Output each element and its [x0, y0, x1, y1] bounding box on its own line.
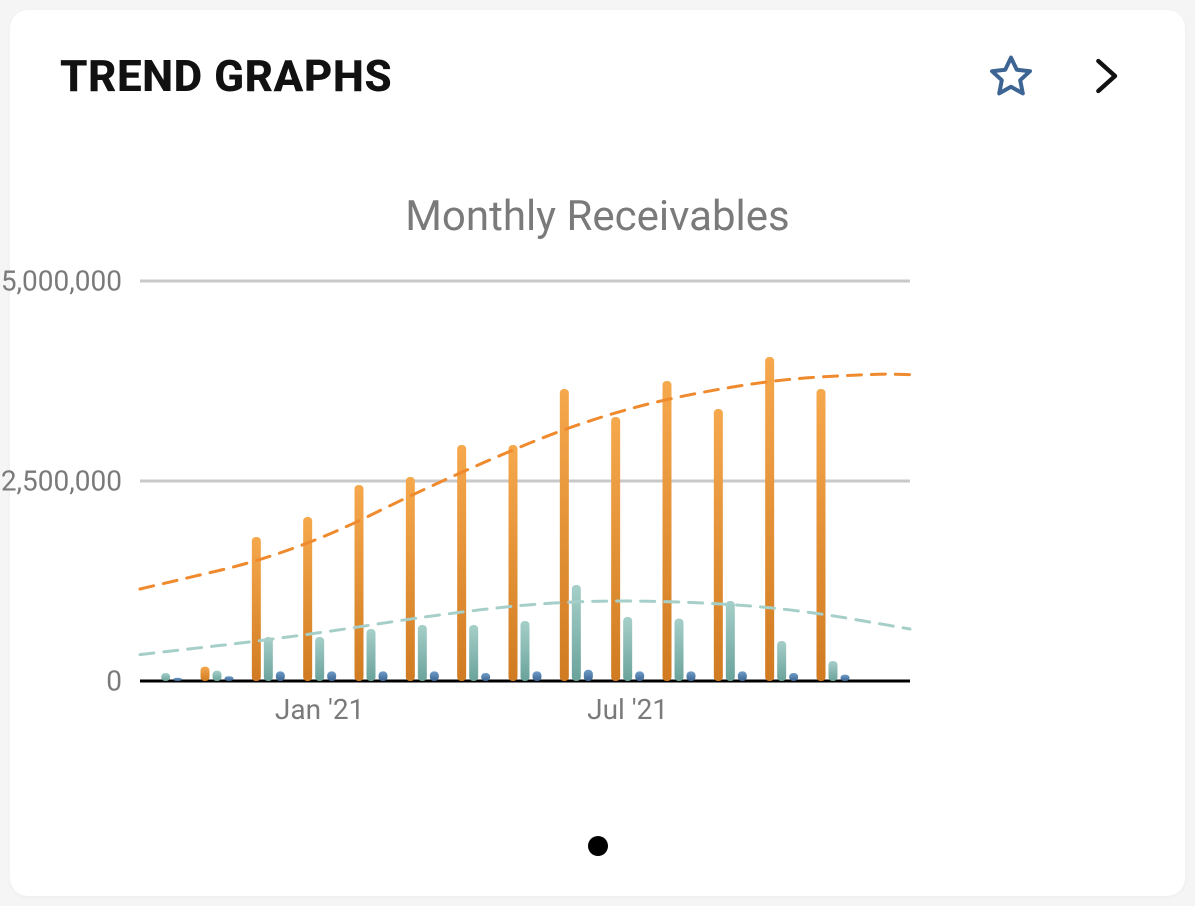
- bar-blue: [738, 671, 747, 681]
- bar-blue: [379, 671, 388, 681]
- bar-orange: [817, 389, 826, 681]
- bar-blue: [430, 671, 439, 681]
- trend-card: TREND GRAPHS Monthly Receivables 02,500,…: [10, 10, 1185, 896]
- bar-teal: [367, 629, 376, 681]
- pager-dot[interactable]: [588, 836, 608, 856]
- bar-teal: [675, 619, 684, 681]
- bar-teal: [469, 625, 478, 681]
- star-icon[interactable]: [987, 52, 1035, 100]
- bar-teal: [264, 637, 273, 681]
- bar-teal: [213, 671, 222, 681]
- bar-orange: [714, 409, 723, 681]
- bar-teal: [161, 673, 170, 681]
- bar-blue: [635, 671, 644, 681]
- card-header: TREND GRAPHS: [60, 50, 1135, 102]
- pager: [588, 836, 608, 856]
- bar-teal: [418, 625, 427, 681]
- chart-svg: [140, 281, 910, 685]
- chart-area: 02,500,0005,000,000Jan '21Jul '21: [140, 281, 910, 681]
- bar-blue: [687, 671, 696, 681]
- x-tick-label: Jul '21: [587, 681, 668, 726]
- x-tick-label: Jan '21: [275, 681, 364, 726]
- bar-teal: [777, 641, 786, 681]
- bar-blue: [841, 675, 850, 681]
- y-tick-label: 5,000,000: [1, 265, 140, 298]
- y-tick-label: 2,500,000: [1, 465, 140, 498]
- bar-teal: [829, 661, 838, 681]
- bar-teal: [315, 637, 324, 681]
- bar-teal: [521, 621, 530, 681]
- chart-title: Monthly Receivables: [60, 192, 1135, 241]
- y-tick-label: 0: [106, 665, 140, 698]
- chevron-right-icon[interactable]: [1085, 54, 1125, 98]
- bar-orange: [355, 485, 364, 681]
- bar-teal: [726, 601, 735, 681]
- bar-orange: [560, 389, 569, 681]
- header-actions: [987, 52, 1135, 100]
- bar-blue: [327, 671, 336, 681]
- bar-orange: [201, 667, 210, 681]
- bar-orange: [765, 357, 774, 681]
- bar-orange: [406, 477, 415, 681]
- card-title: TREND GRAPHS: [60, 50, 392, 102]
- bar-orange: [457, 445, 466, 681]
- bar-blue: [276, 671, 285, 681]
- bar-blue: [533, 671, 542, 681]
- bar-orange: [663, 381, 672, 681]
- bar-teal: [572, 585, 581, 681]
- bar-blue: [789, 673, 798, 681]
- bar-orange: [611, 417, 620, 681]
- bar-blue: [584, 670, 593, 681]
- bar-blue: [173, 678, 182, 681]
- bar-teal: [623, 617, 632, 681]
- bar-blue: [225, 676, 234, 681]
- bar-orange: [509, 445, 518, 681]
- bar-blue: [481, 673, 490, 681]
